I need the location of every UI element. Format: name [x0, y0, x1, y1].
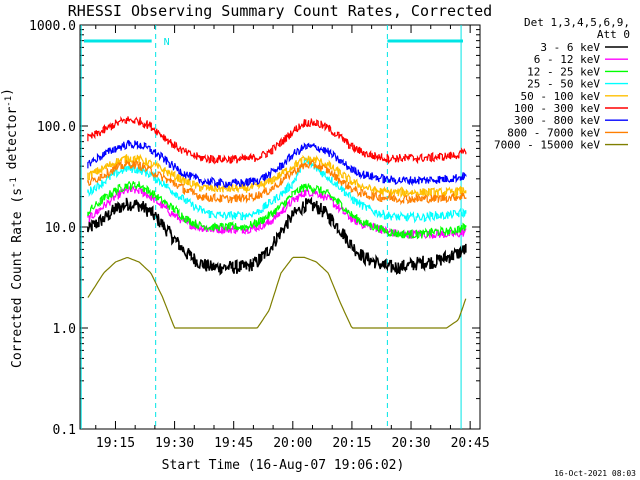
legend-header-detectors: Det 1,3,4,5,6,9, — [524, 16, 630, 29]
plot-frame — [79, 24, 481, 430]
legend-label-3: 12 - 25 keV — [527, 65, 600, 78]
series-line-3 — [87, 181, 467, 240]
x-tick-label: 20:30 — [391, 436, 430, 451]
series-line-4 — [87, 157, 467, 224]
legend-label-2: 6 - 12 keV — [534, 53, 601, 66]
y-tick-label: 1000.0 — [29, 19, 76, 34]
legend-label-6: 100 - 300 keV — [514, 102, 600, 115]
series-line-5 — [87, 153, 467, 199]
flag-label: N — [164, 37, 170, 48]
series-line-6 — [87, 115, 467, 165]
x-tick-label: 19:15 — [96, 436, 135, 451]
y-tick-label: 0.1 — [53, 423, 76, 438]
y-tick-label: 1.0 — [53, 322, 76, 337]
legend-header-attenuator: Att 0 — [597, 28, 630, 41]
y-tick-label: 100.0 — [37, 120, 76, 135]
series-line-1 — [87, 196, 467, 276]
series-line-9 — [87, 256, 467, 329]
y-tick-label: 10.0 — [45, 221, 76, 236]
legend-label-7: 300 - 800 keV — [514, 114, 600, 127]
x-tick-label: 19:30 — [155, 436, 194, 451]
chart-title: RHESSI Observing Summary Count Rates, Co… — [68, 2, 492, 20]
legend-label-4: 25 - 50 keV — [527, 78, 600, 91]
series-line-7 — [87, 139, 467, 189]
y-axis-label: Corrected Count Rate (s-1 detector-1) — [0, 88, 25, 368]
x-tick-label: 19:45 — [214, 436, 253, 451]
series-line-8 — [87, 159, 467, 206]
legend-label-1: 3 - 6 keV — [540, 41, 600, 54]
legend-label-9: 7000 - 15000 keV — [494, 139, 600, 152]
plot-area: 0.1 1.0 10.0 100.0 1000.0 19:15 19:30 19:45 20:0… — [29, 19, 490, 451]
x-tick-label: 20:45 — [451, 436, 490, 451]
timestamp: 16-Oct-2021 08:03 — [554, 469, 636, 478]
legend-label-5: 50 - 100 keV — [521, 90, 601, 103]
x-tick-label: 20:15 — [332, 436, 371, 451]
x-axis-label: Start Time (16-Aug-07 19:06:02) — [162, 458, 405, 473]
x-tick-label: 20:00 — [273, 436, 312, 451]
legend-label-8: 800 - 7000 keV — [507, 126, 600, 139]
